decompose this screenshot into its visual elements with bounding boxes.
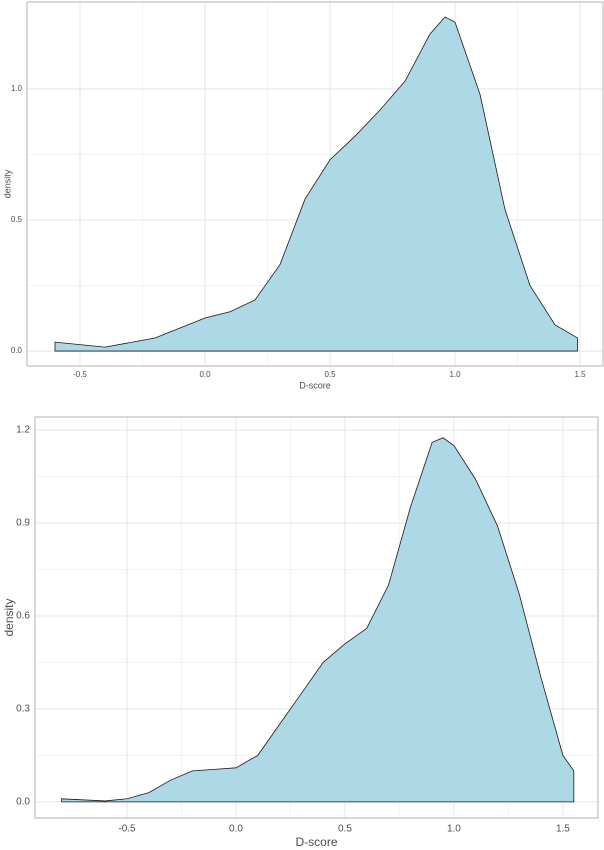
y-axis-label: density bbox=[2, 598, 16, 636]
x-tick-label: 0.0 bbox=[229, 824, 243, 835]
density-area bbox=[61, 437, 575, 803]
x-tick-label: 0.0 bbox=[199, 370, 211, 379]
density-area bbox=[54, 16, 578, 352]
y-tick-label: 0.0 bbox=[16, 797, 30, 808]
x-tick-label: -0.5 bbox=[73, 370, 87, 379]
x-tick-label: 1.0 bbox=[449, 370, 461, 379]
x-tick-label: -0.5 bbox=[118, 824, 136, 835]
y-axis-label: density bbox=[2, 169, 12, 198]
y-tick-label: 0.6 bbox=[16, 611, 30, 622]
y-tick-label: 0.5 bbox=[11, 215, 23, 224]
panel-border bbox=[26, 1, 604, 367]
x-tick-label: 1.5 bbox=[574, 370, 586, 379]
x-tick-label: 0.5 bbox=[324, 370, 336, 379]
x-tick-label: 1.5 bbox=[556, 824, 570, 835]
y-tick-label: 1.0 bbox=[11, 84, 23, 93]
x-tick-label: 1.0 bbox=[447, 824, 461, 835]
y-tick-label: 0.3 bbox=[16, 704, 30, 715]
y-tick-label: 0.9 bbox=[16, 518, 30, 529]
x-axis-label: D-score bbox=[295, 835, 337, 849]
x-tick-label: 0.5 bbox=[338, 824, 352, 835]
panel-border bbox=[34, 416, 599, 819]
x-axis-label: D-score bbox=[299, 380, 331, 390]
y-tick-label: 0.0 bbox=[11, 346, 23, 355]
y-tick-label: 1.2 bbox=[16, 425, 30, 436]
